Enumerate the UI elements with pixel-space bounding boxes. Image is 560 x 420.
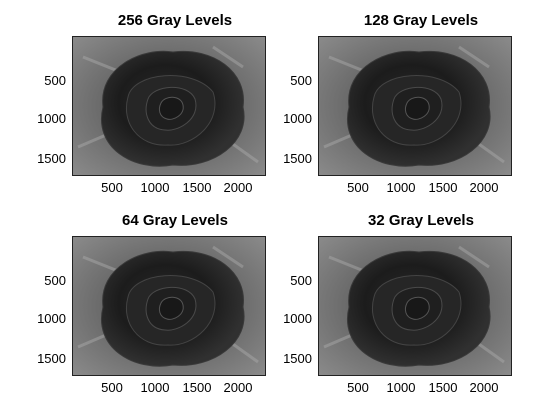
x-tick-label: 2000 <box>218 181 258 194</box>
rose-image <box>73 37 265 175</box>
y-tick-label: 1000 <box>24 112 66 125</box>
subplot-32-levels: 32 Gray Levels <box>291 200 551 400</box>
x-tick-label: 1000 <box>135 181 175 194</box>
subplot-256-levels: 256 Gray Levels <box>45 0 305 200</box>
y-tick-label: 500 <box>24 274 66 287</box>
y-tick-label: 500 <box>270 74 312 87</box>
x-tick-label: 2000 <box>218 381 258 394</box>
x-tick-label: 2000 <box>464 381 504 394</box>
y-tick-label: 500 <box>270 274 312 287</box>
y-tick-label: 1500 <box>270 352 312 365</box>
x-tick-label: 500 <box>338 181 378 194</box>
x-tick-label: 1500 <box>177 181 217 194</box>
subplot-title: 64 Gray Levels <box>45 212 305 229</box>
y-tick-label: 1500 <box>270 152 312 165</box>
y-tick-label: 1000 <box>24 312 66 325</box>
x-tick-label: 2000 <box>464 181 504 194</box>
subplot-title: 128 Gray Levels <box>291 12 551 29</box>
subplot-128-levels: 128 Gray Levels <box>291 0 551 200</box>
image-axes <box>72 36 266 176</box>
x-tick-label: 500 <box>92 181 132 194</box>
rose-image <box>319 237 511 375</box>
subplot-title: 256 Gray Levels <box>45 12 305 29</box>
x-tick-label: 500 <box>338 381 378 394</box>
y-tick-label: 1000 <box>270 312 312 325</box>
y-tick-label: 500 <box>24 74 66 87</box>
y-tick-label: 1500 <box>24 352 66 365</box>
y-tick-label: 1000 <box>270 112 312 125</box>
x-tick-label: 1500 <box>423 181 463 194</box>
rose-image <box>319 37 511 175</box>
x-tick-label: 1000 <box>135 381 175 394</box>
subplot-title: 32 Gray Levels <box>291 212 551 229</box>
x-tick-label: 1000 <box>381 381 421 394</box>
subplot-64-levels: 64 Gray Levels <box>45 200 305 400</box>
y-tick-label: 1500 <box>24 152 66 165</box>
image-axes <box>318 36 512 176</box>
x-tick-label: 1500 <box>177 381 217 394</box>
rose-image <box>73 237 265 375</box>
x-tick-label: 500 <box>92 381 132 394</box>
image-axes <box>318 236 512 376</box>
x-tick-label: 1500 <box>423 381 463 394</box>
image-axes <box>72 236 266 376</box>
x-tick-label: 1000 <box>381 181 421 194</box>
